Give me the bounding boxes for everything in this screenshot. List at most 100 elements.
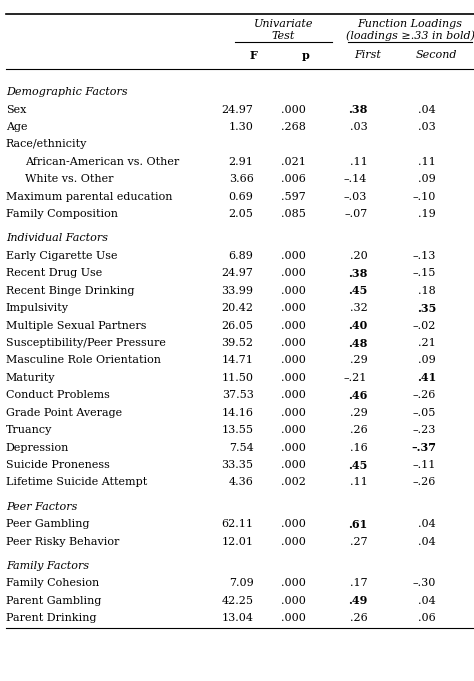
Text: 20.42: 20.42 [221, 303, 254, 313]
Text: –.02: –.02 [413, 321, 436, 330]
Text: –.07: –.07 [344, 209, 367, 219]
Text: .26: .26 [350, 613, 367, 623]
Text: 7.54: 7.54 [229, 443, 254, 453]
Text: Sex: Sex [6, 105, 26, 114]
Text: .000: .000 [281, 578, 306, 588]
Text: .03: .03 [419, 122, 436, 132]
Text: –.05: –.05 [413, 408, 436, 417]
Text: 13.55: 13.55 [221, 425, 254, 435]
Text: .04: .04 [419, 537, 436, 547]
Text: .000: .000 [281, 390, 306, 400]
Text: .597: .597 [281, 192, 306, 202]
Text: .29: .29 [350, 408, 367, 417]
Text: 39.52: 39.52 [221, 338, 254, 348]
Text: First: First [354, 50, 381, 60]
Text: Individual Factors: Individual Factors [6, 234, 108, 243]
Text: .000: .000 [281, 425, 306, 435]
Text: .021: .021 [281, 157, 306, 167]
Text: .000: .000 [281, 338, 306, 348]
Text: Second: Second [415, 50, 457, 60]
Text: .000: .000 [281, 268, 306, 279]
Text: 24.97: 24.97 [222, 268, 254, 279]
Text: .000: .000 [281, 408, 306, 417]
Text: Peer Factors: Peer Factors [6, 502, 77, 511]
Text: 2.05: 2.05 [229, 209, 254, 219]
Text: .09: .09 [419, 174, 436, 185]
Text: Peer Risky Behavior: Peer Risky Behavior [6, 537, 119, 547]
Text: –.30: –.30 [413, 578, 436, 588]
Text: .45: .45 [348, 460, 367, 471]
Text: .09: .09 [419, 355, 436, 366]
Text: Recent Drug Use: Recent Drug Use [6, 268, 102, 279]
Text: –.10: –.10 [413, 192, 436, 202]
Text: .49: .49 [348, 595, 367, 606]
Text: 26.05: 26.05 [221, 321, 254, 330]
Text: Depression: Depression [6, 443, 69, 453]
Text: .26: .26 [350, 425, 367, 435]
Text: .35: .35 [417, 302, 436, 314]
Text: –.26: –.26 [413, 390, 436, 400]
Text: Truancy: Truancy [6, 425, 52, 435]
Text: Masculine Role Orientation: Masculine Role Orientation [6, 355, 161, 366]
Text: Recent Binge Drinking: Recent Binge Drinking [6, 286, 134, 296]
Text: Conduct Problems: Conduct Problems [6, 390, 109, 400]
Text: .20: .20 [350, 251, 367, 261]
Text: 62.11: 62.11 [221, 519, 254, 529]
Text: .27: .27 [350, 537, 367, 547]
Text: –.23: –.23 [413, 425, 436, 435]
Text: Suicide Proneness: Suicide Proneness [6, 460, 109, 470]
Text: .000: .000 [281, 105, 306, 114]
Text: 4.36: 4.36 [229, 477, 254, 488]
Text: .085: .085 [281, 209, 306, 219]
Text: 42.25: 42.25 [221, 596, 254, 605]
Text: F: F [250, 50, 257, 61]
Text: 12.01: 12.01 [221, 537, 254, 547]
Text: Lifetime Suicide Attempt: Lifetime Suicide Attempt [6, 477, 147, 488]
Text: .17: .17 [350, 578, 367, 588]
Text: Susceptibility/Peer Pressure: Susceptibility/Peer Pressure [6, 338, 165, 348]
Text: .40: .40 [348, 320, 367, 331]
Text: Maximum parental education: Maximum parental education [6, 192, 172, 202]
Text: .21: .21 [419, 338, 436, 348]
Text: 33.35: 33.35 [221, 460, 254, 470]
Text: .000: .000 [281, 286, 306, 296]
Text: Parent Gambling: Parent Gambling [6, 596, 101, 605]
Text: .11: .11 [350, 157, 367, 167]
Text: .000: .000 [281, 613, 306, 623]
Text: .48: .48 [348, 338, 367, 349]
Text: Age: Age [6, 122, 27, 132]
Text: .38: .38 [348, 268, 367, 279]
Text: 7.09: 7.09 [229, 578, 254, 588]
Text: 24.97: 24.97 [222, 105, 254, 114]
Text: Univariate: Univariate [254, 19, 313, 29]
Text: –.21: –.21 [344, 373, 367, 383]
Text: –.14: –.14 [344, 174, 367, 185]
Text: 0.69: 0.69 [229, 192, 254, 202]
Text: –.03: –.03 [344, 192, 367, 202]
Text: –.13: –.13 [413, 251, 436, 261]
Text: 6.89: 6.89 [229, 251, 254, 261]
Text: .18: .18 [419, 286, 436, 296]
Text: –.15: –.15 [413, 268, 436, 279]
Text: Function Loadings: Function Loadings [357, 19, 463, 29]
Text: .000: .000 [281, 373, 306, 383]
Text: 14.71: 14.71 [222, 355, 254, 366]
Text: 2.91: 2.91 [229, 157, 254, 167]
Text: .45: .45 [348, 285, 367, 296]
Text: .16: .16 [350, 443, 367, 453]
Text: .61: .61 [348, 519, 367, 530]
Text: Peer Gambling: Peer Gambling [6, 519, 89, 529]
Text: .002: .002 [281, 477, 306, 488]
Text: p: p [302, 50, 310, 61]
Text: 3.66: 3.66 [229, 174, 254, 185]
Text: .04: .04 [419, 596, 436, 605]
Text: Grade Point Average: Grade Point Average [6, 408, 122, 417]
Text: 37.53: 37.53 [222, 390, 254, 400]
Text: Family Factors: Family Factors [6, 561, 89, 571]
Text: .000: .000 [281, 460, 306, 470]
Text: Family Cohesion: Family Cohesion [6, 578, 99, 588]
Text: .006: .006 [281, 174, 306, 185]
Text: .000: .000 [281, 251, 306, 261]
Text: Impulsivity: Impulsivity [6, 303, 69, 313]
Text: Early Cigarette Use: Early Cigarette Use [6, 251, 117, 261]
